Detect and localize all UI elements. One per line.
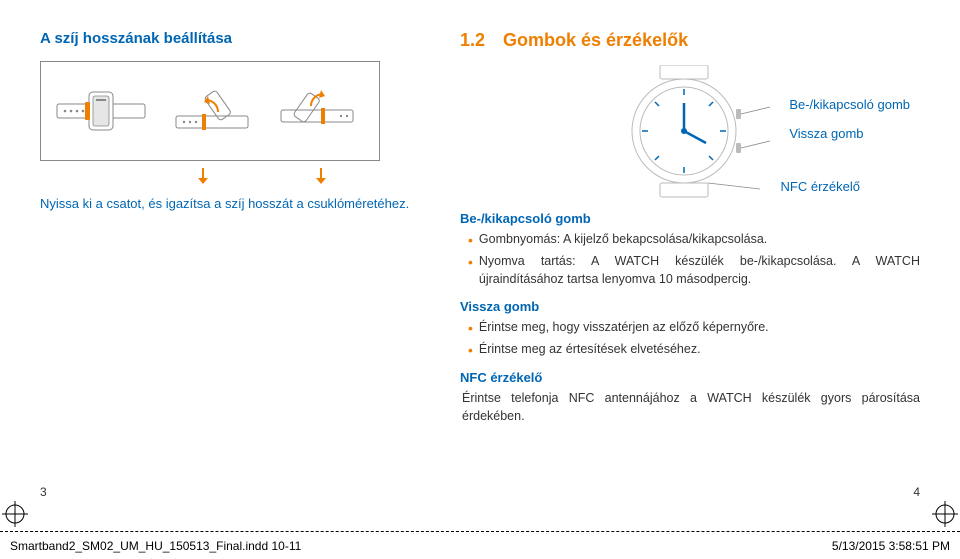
crop-mark-icon	[2, 501, 28, 527]
page-number-right: 4	[913, 485, 920, 499]
diagram-labels: Be-/kikapcsoló gomb Vissza gomb	[789, 91, 910, 148]
strap-figure	[40, 61, 380, 161]
label-back: Vissza gomb	[789, 120, 910, 149]
strap-caption: Nyissa ki a csatot, és igazítsa a szíj h…	[40, 195, 420, 213]
footer-timestamp: 5/13/2015 3:58:51 PM	[832, 539, 950, 553]
label-power: Be-/kikapcsoló gomb	[789, 91, 910, 120]
manual-spread: A szíj hosszának beállítása	[0, 0, 960, 500]
bullet: Érintse meg az értesítések elvetéséhez.	[468, 340, 920, 360]
print-footer: Smartband2_SM02_UM_HU_150513_Final.indd …	[0, 531, 960, 559]
watch-diagram: Be-/kikapcsoló gomb Vissza gomb NFC érzé…	[460, 61, 920, 201]
footer-file: Smartband2_SM02_UM_HU_150513_Final.indd …	[10, 539, 301, 553]
nfc-body: Érintse telefonja NFC antennájához a WAT…	[460, 389, 920, 425]
back-heading: Vissza gomb	[460, 299, 920, 314]
power-bullets: Gombnyomás: A kijelző bekapcsolása/kikap…	[460, 230, 920, 289]
bullet: Gombnyomás: A kijelző bekapcsolása/kikap…	[468, 230, 920, 250]
clasp-open-right-icon	[267, 68, 371, 154]
crop-mark-icon	[932, 501, 958, 527]
arrow-down-icon	[314, 167, 328, 185]
section-number: 1.2	[460, 30, 498, 51]
bullet: Érintse meg, hogy visszatérjen az előző …	[468, 318, 920, 338]
right-page: 1.2 Gombok és érzékelők	[440, 30, 920, 490]
page-number-left: 3	[40, 485, 47, 499]
arrow-down-icon	[196, 167, 210, 185]
strap-adjust-title: A szíj hosszának beállítása	[40, 30, 420, 47]
bullet: Nyomva tartás: A WATCH készülék be-/kika…	[468, 252, 920, 288]
watch-body-icon	[49, 68, 153, 154]
nfc-heading: NFC érzékelő	[460, 370, 920, 385]
back-bullets: Érintse meg, hogy visszatérjen az előző …	[460, 318, 920, 361]
left-page: A szíj hosszának beállítása	[40, 30, 440, 490]
clasp-open-left-icon	[158, 74, 262, 160]
figure-down-arrows	[40, 167, 380, 185]
label-nfc: NFC érzékelő	[781, 179, 860, 194]
section-title: 1.2 Gombok és érzékelők	[460, 30, 920, 51]
section-title-text: Gombok és érzékelők	[503, 30, 688, 50]
power-heading: Be-/kikapcsoló gomb	[460, 211, 920, 226]
